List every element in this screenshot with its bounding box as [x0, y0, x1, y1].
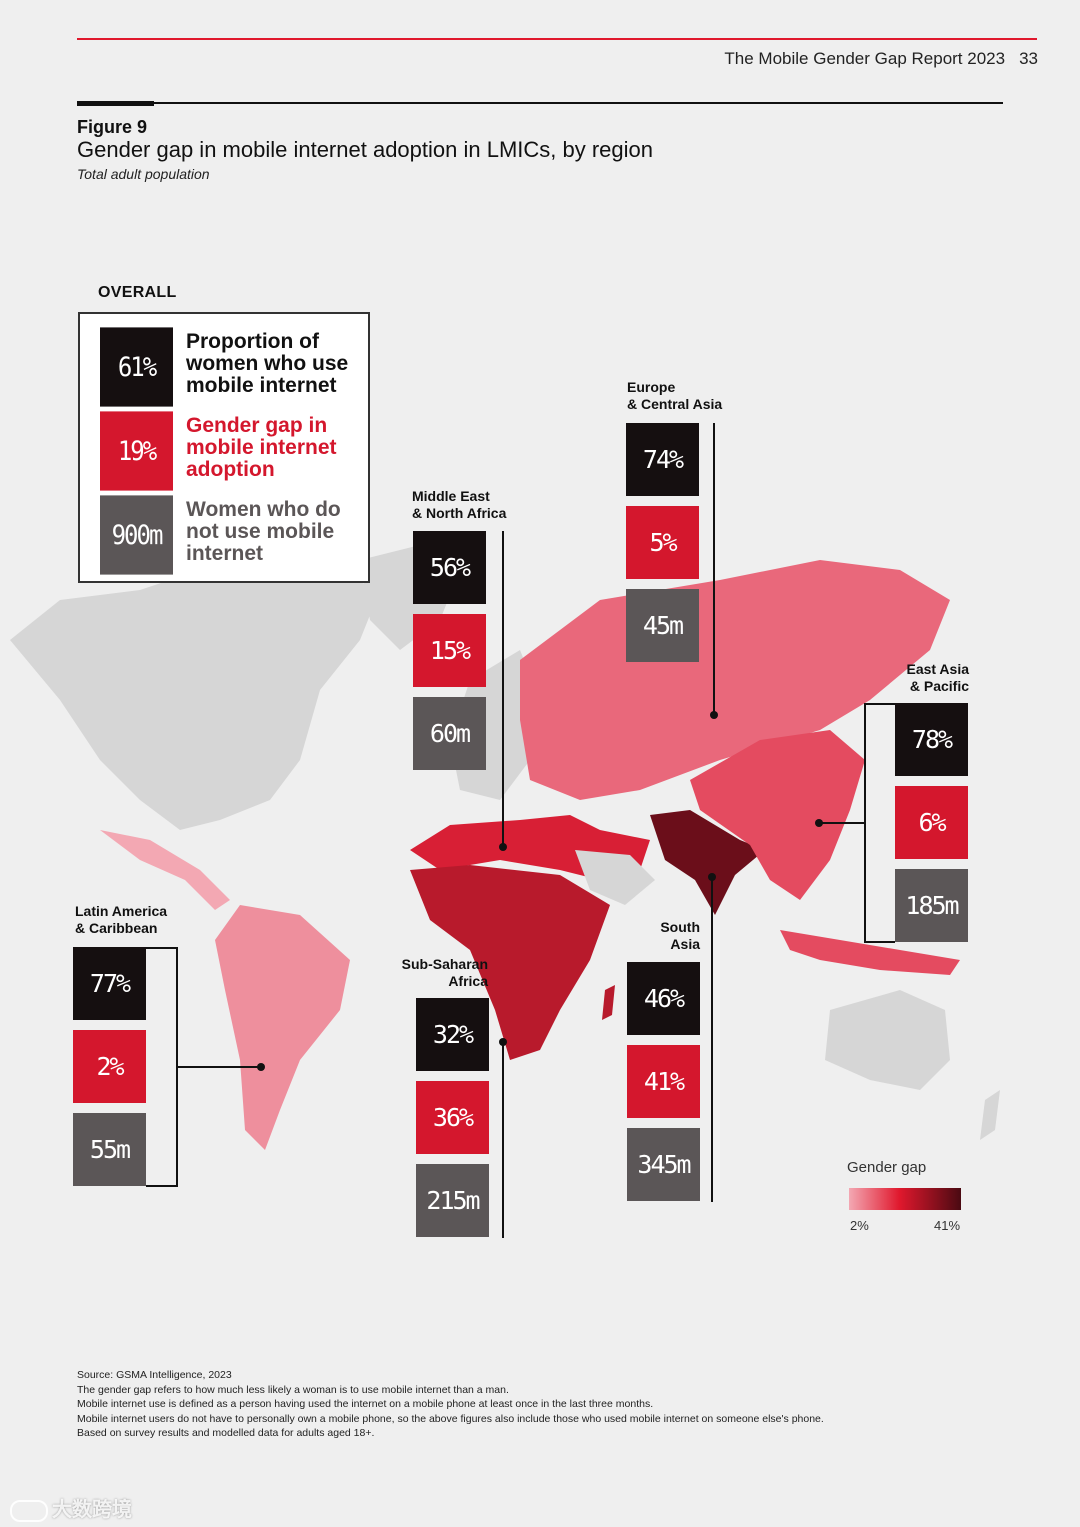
lac-bracket-top	[146, 947, 178, 949]
eca-leader-dot	[710, 711, 718, 719]
overall-women-not-use-label: Women who do not use mobile internet	[186, 498, 341, 565]
eap-leader-dot	[815, 819, 823, 827]
sa-leader-dot	[708, 873, 716, 881]
lac-gender-gap-tile: 2%	[73, 1030, 146, 1103]
note-source: Source: GSMA Intelligence, 2023	[77, 1369, 232, 1381]
sa-women-not-use-tile: 345m	[627, 1128, 700, 1201]
overall-row-women-use: 61% Proportion of women who use mobile i…	[100, 327, 362, 407]
ssa-shape	[410, 865, 610, 1060]
world-map	[10, 545, 1000, 1150]
report-title: The Mobile Gender Gap Report 2023	[724, 49, 1006, 68]
arabia-shape	[575, 850, 655, 905]
new-zealand-shape	[980, 1090, 1000, 1140]
legend-color-scale	[849, 1188, 961, 1210]
sa-women-use-tile: 46%	[627, 962, 700, 1035]
legend-min-label: 2%	[850, 1218, 869, 1233]
lac-leader-line	[176, 1066, 261, 1068]
ssa-gender-gap-tile: 36%	[416, 1081, 489, 1154]
mena-women-not-use-tile: 60m	[413, 697, 486, 770]
eca-gender-gap-tile: 5%	[626, 506, 699, 579]
ssa-women-use-tile: 32%	[416, 998, 489, 1071]
source-notes: Source: GSMA Intelligence, 2023 The gend…	[77, 1368, 1037, 1441]
eap-bracket-bottom	[864, 941, 895, 943]
mena-gender-gap-tile: 15%	[413, 614, 486, 687]
east-asia-shape	[690, 730, 865, 900]
figure-title: Gender gap in mobile internet adoption i…	[77, 137, 654, 162]
south-asia-shape	[650, 810, 765, 915]
region-label-sa: South Asia	[660, 919, 700, 952]
se-asia-islands-shape	[780, 930, 960, 975]
legend-max-label: 41%	[934, 1218, 961, 1233]
region-label-mena: Middle East & North Africa	[412, 488, 507, 521]
header-rule	[77, 38, 1037, 40]
page-number: 33	[1019, 49, 1038, 68]
ssa-leader-dot	[499, 1038, 507, 1046]
north-america-shape	[10, 560, 380, 830]
running-header: The Mobile Gender Gap Report 2023 33	[724, 49, 1038, 69]
eap-women-not-use-tile: 185m	[895, 869, 968, 942]
eap-bracket-top	[864, 703, 895, 705]
legend-title: Gender gap	[847, 1159, 927, 1176]
region-label-lac: Latin America & Caribbean	[75, 903, 168, 936]
overall-row-women-not-use: 900m Women who do not use mobile interne…	[100, 495, 362, 575]
note-ownership: Mobile internet users do not have to per…	[77, 1412, 824, 1425]
watermark-logo-icon	[10, 1499, 48, 1522]
figure-label: Figure 9	[77, 117, 148, 137]
figure-subtitle: Total adult population	[77, 166, 210, 182]
lac-bracket-bottom	[146, 1185, 178, 1187]
overall-women-use-value: 61%	[100, 327, 173, 407]
overall-row-gender-gap: 19% Gender gap in mobile internet adopti…	[100, 411, 362, 491]
note-basis: Based on survey results and modelled dat…	[77, 1427, 375, 1439]
eca-women-use-tile: 74%	[626, 423, 699, 496]
overall-gender-gap-label: Gender gap in mobile internet adoption	[186, 414, 337, 481]
lac-leader-dot	[257, 1063, 265, 1071]
eap-leader-line	[820, 822, 866, 824]
eap-women-use-tile: 78%	[895, 703, 968, 776]
region-label-eap: East Asia & Pacific	[906, 661, 969, 694]
eca-leader-line	[713, 423, 715, 715]
mena-women-use-tile: 56%	[413, 531, 486, 604]
ssa-leader-line	[502, 1042, 504, 1238]
australia-shape	[825, 990, 950, 1090]
south-america-shape	[215, 905, 350, 1150]
overall-women-use-label: Proportion of women who use mobile inter…	[186, 330, 349, 397]
note-mobile-internet-definition: Mobile internet use is defined as a pers…	[77, 1398, 654, 1410]
eca-women-not-use-tile: 45m	[626, 589, 699, 662]
mexico-shape	[100, 830, 230, 910]
mena-leader-dot	[499, 843, 507, 851]
mena-leader-line	[502, 531, 504, 848]
lac-women-not-use-tile: 55m	[73, 1113, 146, 1186]
ssa-women-not-use-tile: 215m	[416, 1164, 489, 1237]
region-label-eca: Europe & Central Asia	[627, 379, 723, 412]
sa-leader-line	[711, 877, 713, 1202]
watermark: 大数跨境	[10, 1493, 132, 1522]
eap-gender-gap-tile: 6%	[895, 786, 968, 859]
overall-legend-box: 61% Proportion of women who use mobile i…	[78, 312, 370, 583]
lac-women-use-tile: 77%	[73, 947, 146, 1020]
figure-rule-accent	[77, 101, 154, 106]
figure-rule	[77, 102, 1003, 104]
overall-women-not-use-value: 900m	[100, 495, 173, 575]
madagascar-shape	[602, 985, 615, 1020]
sa-gender-gap-tile: 41%	[627, 1045, 700, 1118]
overall-gender-gap-value: 19%	[100, 411, 173, 491]
note-gender-gap-definition: The gender gap refers to how much less l…	[77, 1383, 509, 1396]
region-label-ssa: Sub-Saharan Africa	[401, 956, 488, 989]
overall-heading: OVERALL	[98, 284, 177, 301]
